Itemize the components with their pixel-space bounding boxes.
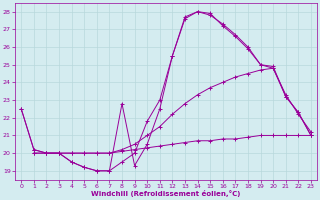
X-axis label: Windchill (Refroidissement éolien,°C): Windchill (Refroidissement éolien,°C) — [92, 190, 241, 197]
